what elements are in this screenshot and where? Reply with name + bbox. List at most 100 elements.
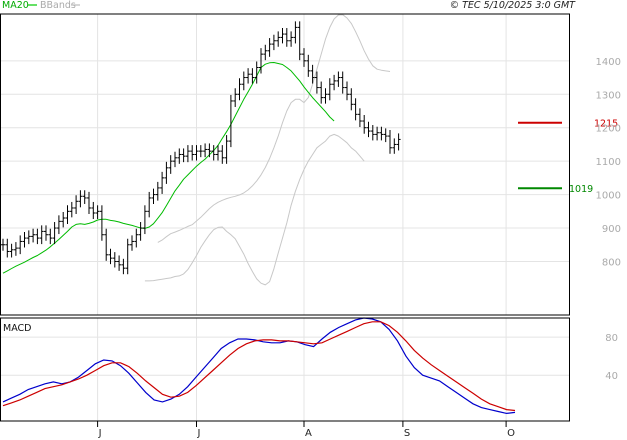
ohlc-bar xyxy=(52,222,57,245)
ma20-line xyxy=(2,62,335,274)
ohlc-bar xyxy=(284,28,289,47)
source-timestamp: © TEC 5/10/2025 3:0 GMT xyxy=(450,0,577,11)
ohlc-bar xyxy=(241,71,246,91)
ohlc-bar xyxy=(340,71,345,94)
price-panel-frame xyxy=(0,13,570,316)
price-tick-label: 1400 xyxy=(596,57,621,68)
ohlc-bar xyxy=(388,130,392,154)
macd-tick-label: 80 xyxy=(605,333,618,344)
ohlc-bar xyxy=(35,228,40,245)
macd-panel-title: MACD xyxy=(3,323,31,334)
ohlc-bar xyxy=(134,228,139,248)
macd-panel-frame xyxy=(0,317,570,422)
ohlc-bar xyxy=(117,255,122,271)
ohlc-bar xyxy=(237,78,242,101)
ohlc-bar xyxy=(22,232,27,248)
ohlc-bar xyxy=(345,81,349,101)
ohlc-bar xyxy=(13,242,18,256)
ohlc-bar xyxy=(280,28,285,44)
ohlc-bar xyxy=(155,181,160,201)
ohlc-bar xyxy=(379,126,384,141)
macd-gridlines xyxy=(0,318,569,421)
ohlc-bar xyxy=(82,190,87,204)
ohlc-bar xyxy=(56,215,61,235)
macd-lines xyxy=(2,317,516,415)
ohlc-bar xyxy=(99,205,104,241)
ohlc-bar xyxy=(190,145,195,161)
ohlc-bar xyxy=(319,81,324,104)
bollinger-lower-band xyxy=(144,133,365,286)
ohlc-bar xyxy=(392,138,397,154)
ohlc-bar xyxy=(306,54,311,77)
ohlc-bar xyxy=(18,235,23,255)
ohlc-bar xyxy=(259,48,263,74)
ohlc-bar xyxy=(142,205,147,235)
ohlc-bar xyxy=(151,188,156,204)
ohlc-bar xyxy=(357,108,362,128)
ohlc-bar xyxy=(254,61,259,84)
ohlc-bar xyxy=(383,128,388,143)
level-markers: 1215 1019 xyxy=(518,119,618,195)
ohlc-bar xyxy=(173,151,177,168)
signal-line xyxy=(2,321,516,412)
ohlc-bar xyxy=(314,71,319,94)
panel-frames xyxy=(0,13,570,422)
bollinger-upper-band xyxy=(157,14,391,243)
ohlc-bar xyxy=(108,248,113,265)
ohlc-bar xyxy=(44,225,48,241)
ohlc-bar xyxy=(26,230,31,245)
support-label: 1019 xyxy=(569,184,593,195)
ohlc-bar xyxy=(203,143,208,158)
ohlc-bar xyxy=(224,135,229,164)
ohlc-bar xyxy=(366,121,371,138)
ohlc-bar xyxy=(216,145,220,161)
ohlc-bar xyxy=(147,191,152,218)
ohlc-bar xyxy=(267,38,272,57)
month-label: J xyxy=(98,428,102,439)
ohlc-bar xyxy=(181,148,186,163)
ohlc-bar xyxy=(177,148,182,164)
ohlc-bar xyxy=(78,190,83,208)
ohlc-bar xyxy=(5,238,10,258)
month-label: J xyxy=(197,428,201,439)
ohlc-bar xyxy=(130,235,134,251)
ohlc-bar xyxy=(336,71,341,87)
ohlc-bar xyxy=(263,44,268,61)
ohlc-bar xyxy=(112,252,117,268)
ohlc-bar xyxy=(138,222,143,241)
ohlc-bar xyxy=(362,115,367,134)
price-tick-label: 1100 xyxy=(596,157,621,168)
price-gridlines xyxy=(0,14,569,315)
ohlc-bar xyxy=(65,205,70,225)
price-tick-label: 1200 xyxy=(596,124,621,135)
ohlc-bar xyxy=(323,88,328,104)
ma20-legend-label: MA20 xyxy=(2,0,29,11)
month-label: A xyxy=(305,428,312,439)
ohlc-bar xyxy=(332,74,337,91)
price-tick-label: 1300 xyxy=(596,90,621,101)
ohlc-bar xyxy=(327,78,332,101)
bollinger-bands xyxy=(144,14,391,286)
ohlc-bar xyxy=(233,88,238,107)
ohlc-bar xyxy=(211,145,216,161)
resistance-label: 1215 xyxy=(594,119,618,130)
y-axis-labels: 800 900 1000 1100 1200 1300 1400 40 80 xyxy=(596,57,621,382)
bbands-legend-label: BBands xyxy=(40,0,76,11)
ohlc-bar xyxy=(302,48,306,67)
ohlc-bar xyxy=(198,145,203,158)
ohlc-bar xyxy=(289,31,294,47)
month-label: O xyxy=(507,428,515,439)
ma20-line xyxy=(2,62,335,274)
ohlc-bar xyxy=(104,228,109,261)
month-label: S xyxy=(404,428,410,439)
ohlc-bar xyxy=(125,238,130,275)
ohlc-bar xyxy=(293,21,298,44)
ohlc-bar xyxy=(271,34,276,51)
price-tick-label: 800 xyxy=(602,257,621,268)
ohlc-bar xyxy=(91,201,96,220)
ohlc-bar xyxy=(39,225,44,245)
ohlc-bar xyxy=(164,161,169,184)
ohlc-bar xyxy=(168,155,173,174)
